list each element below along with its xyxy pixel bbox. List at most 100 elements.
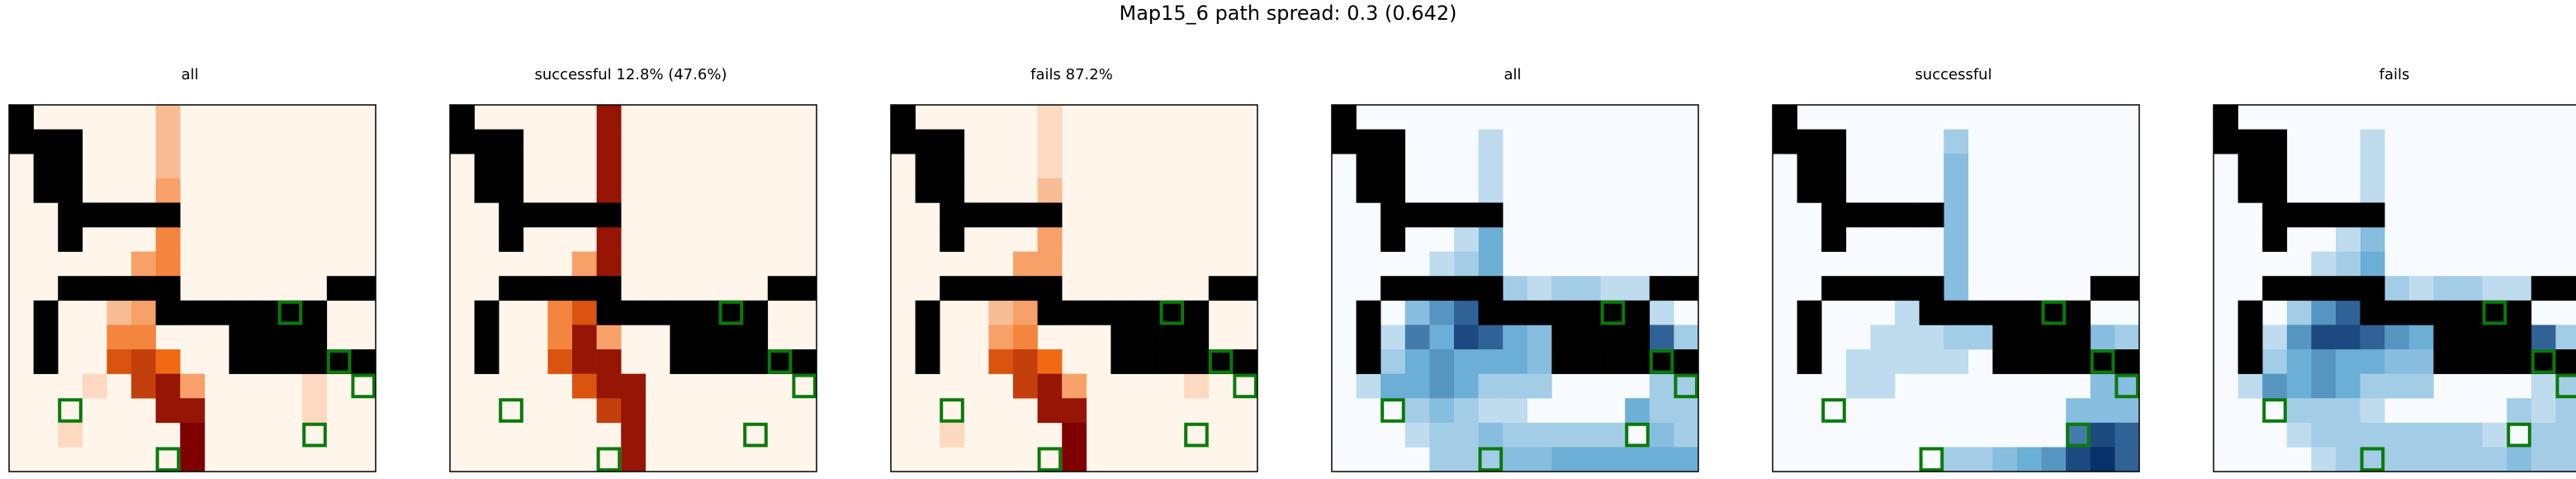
heatmap-cell bbox=[1478, 154, 1503, 179]
heatmap-cell bbox=[1625, 398, 1650, 424]
goal-marker bbox=[1625, 422, 1650, 448]
wall-cell bbox=[1870, 276, 1896, 301]
wall-cell bbox=[1135, 300, 1160, 325]
heatmap-cell bbox=[1037, 154, 1063, 179]
heatmap-cell bbox=[1062, 447, 1087, 472]
heatmap-cell bbox=[2286, 349, 2312, 374]
heatmap-cell bbox=[2408, 325, 2434, 350]
wall-cell bbox=[499, 227, 524, 252]
heatmap-cell bbox=[1944, 251, 1969, 277]
wall-cell bbox=[2041, 300, 2067, 325]
heatmap-cell bbox=[572, 325, 597, 350]
wall-cell bbox=[2482, 300, 2507, 325]
heatmap-cell bbox=[2458, 422, 2483, 448]
wall-cell bbox=[155, 276, 181, 301]
wall-cell bbox=[792, 276, 817, 301]
heatmap-cell bbox=[1404, 300, 1430, 325]
goal-marker bbox=[1478, 447, 1503, 472]
heatmap-cell bbox=[2090, 422, 2115, 448]
heatmap-cell bbox=[2360, 325, 2385, 350]
heatmap-cell bbox=[1674, 422, 1699, 448]
wall-cell bbox=[1821, 202, 1847, 228]
heatmap-cell bbox=[2482, 276, 2507, 301]
goal-marker bbox=[2114, 373, 2139, 399]
heatmap-cell bbox=[2360, 154, 2385, 179]
wall-cell bbox=[229, 325, 254, 350]
heatmap-cell bbox=[1404, 373, 1430, 399]
heatmap-cell bbox=[1968, 325, 1993, 350]
wall-cell bbox=[58, 129, 83, 154]
goal-marker bbox=[940, 398, 964, 423]
wall-cell bbox=[988, 276, 1014, 301]
wall-cell bbox=[1478, 300, 1503, 325]
heatmap-cell bbox=[2408, 447, 2434, 472]
wall-cell bbox=[277, 300, 303, 325]
heatmap-cell bbox=[155, 154, 181, 179]
heatmap-cell bbox=[1454, 447, 1479, 472]
wall-cell bbox=[1870, 202, 1896, 228]
heatmap-cell bbox=[1576, 447, 1601, 472]
wall-cell bbox=[572, 276, 597, 301]
wall-cell bbox=[1332, 105, 1357, 130]
wall-cell bbox=[2360, 300, 2385, 325]
wall-cell bbox=[1454, 202, 1479, 228]
wall-cell bbox=[1895, 276, 1920, 301]
panel-title: all bbox=[1503, 66, 1522, 83]
heatmap-cell bbox=[2286, 398, 2312, 424]
goal-marker bbox=[2507, 422, 2531, 448]
wall-cell bbox=[474, 178, 500, 203]
heatmap-plot bbox=[1331, 104, 1699, 472]
wall-cell bbox=[277, 349, 303, 374]
heatmap-cell bbox=[1037, 373, 1063, 399]
heatmap-cell bbox=[1503, 422, 1528, 448]
heatmap-cell bbox=[155, 251, 181, 277]
heatmap-cell bbox=[2555, 325, 2576, 350]
wall-cell bbox=[2214, 129, 2238, 154]
wall-cell bbox=[1356, 300, 1381, 325]
goal-marker bbox=[1649, 349, 1674, 374]
wall-cell bbox=[33, 154, 59, 179]
heatmap-cell bbox=[155, 349, 181, 374]
heatmap-cell bbox=[596, 251, 622, 277]
heatmap-cell bbox=[1674, 325, 1699, 350]
wall-cell bbox=[1454, 276, 1479, 301]
heatmap-cell bbox=[2384, 447, 2410, 472]
heatmap-cell bbox=[988, 349, 1014, 374]
wall-cell bbox=[1821, 276, 1847, 301]
heatmap-cell bbox=[1944, 129, 1969, 154]
wall-cell bbox=[1576, 300, 1601, 325]
heatmap-cell bbox=[547, 325, 573, 350]
heatmap-cell bbox=[2433, 276, 2459, 301]
wall-cell bbox=[1576, 349, 1601, 374]
heatmap-cell bbox=[2360, 447, 2385, 472]
heatmap-cell bbox=[1380, 325, 1406, 350]
wall-cell bbox=[1380, 154, 1406, 179]
heatmap-cell bbox=[107, 349, 132, 374]
wall-cell bbox=[58, 202, 83, 228]
goal-marker bbox=[58, 398, 83, 423]
heatmap-cell bbox=[131, 373, 156, 399]
heatmap-cell bbox=[621, 422, 646, 448]
wall-cell bbox=[915, 154, 940, 179]
heatmap-cell bbox=[1992, 447, 2018, 472]
wall-cell bbox=[1478, 202, 1503, 228]
wall-cell bbox=[2458, 349, 2483, 374]
heatmap-cell bbox=[1625, 447, 1650, 472]
heatmap-cell bbox=[547, 349, 573, 374]
wall-cell bbox=[33, 129, 59, 154]
heatmap-cell bbox=[155, 105, 181, 130]
heatmap-cell bbox=[1404, 325, 1430, 350]
wall-cell bbox=[2384, 300, 2410, 325]
heatmap-cell bbox=[2507, 276, 2532, 301]
heatmap-cell bbox=[2336, 349, 2361, 374]
wall-cell bbox=[2286, 202, 2312, 228]
heatmap-cell bbox=[2531, 373, 2556, 399]
heatmap-cell bbox=[2041, 447, 2067, 472]
heatmap-cell bbox=[2114, 373, 2140, 399]
heatmap-cell bbox=[940, 422, 965, 448]
wall-cell bbox=[2311, 276, 2337, 301]
heatmap-cell bbox=[2311, 325, 2337, 350]
heatmap-cell bbox=[1944, 178, 1969, 203]
heatmap-cell bbox=[1356, 373, 1381, 399]
heatmap-cell bbox=[2531, 422, 2556, 448]
